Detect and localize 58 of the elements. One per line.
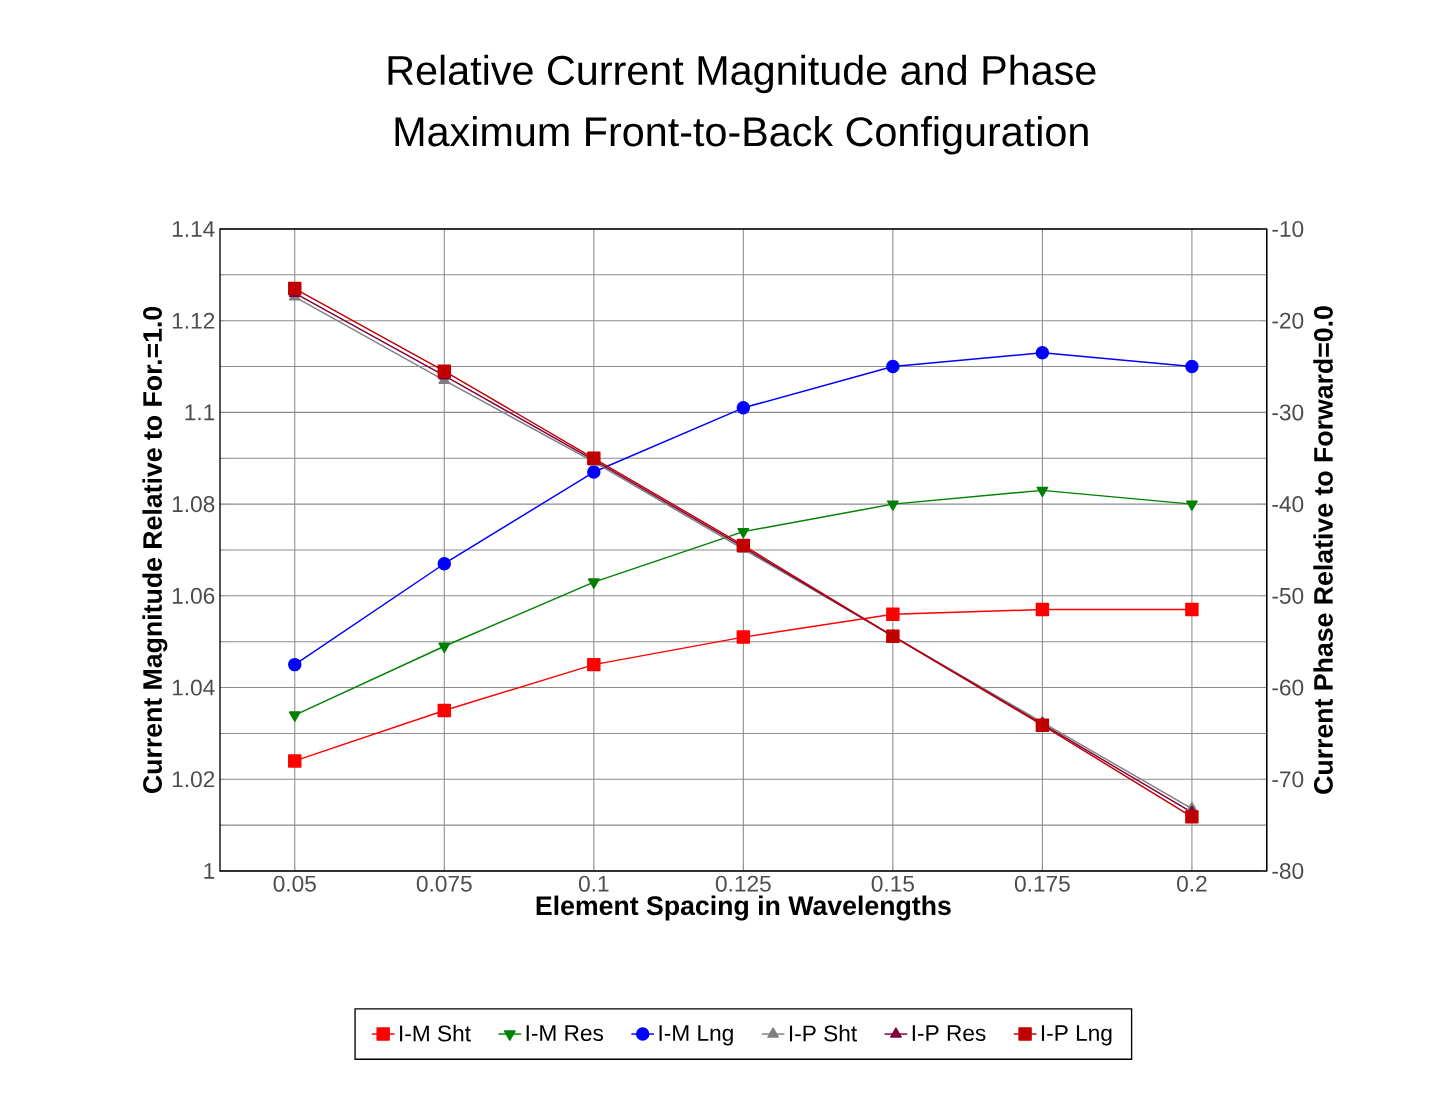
point bbox=[288, 657, 302, 672]
y2-axis-title: Current Phase Relative to Forward=0.0 bbox=[1313, 306, 1333, 794]
legend-label: I-M Lng bbox=[659, 1025, 733, 1046]
point bbox=[886, 607, 900, 621]
point bbox=[288, 281, 302, 296]
x-tick-label: 0.05 bbox=[273, 875, 316, 892]
point bbox=[1185, 500, 1198, 511]
point bbox=[736, 401, 751, 415]
point bbox=[1035, 346, 1050, 360]
y2-tick-label: -70 bbox=[1272, 771, 1304, 788]
y2-tick-label: -80 bbox=[1272, 862, 1304, 880]
point bbox=[1035, 718, 1050, 732]
point bbox=[587, 465, 601, 479]
point bbox=[736, 630, 751, 644]
y2-tick-label: -10 bbox=[1272, 220, 1304, 238]
point bbox=[288, 754, 302, 768]
legend-label: I-M Sht bbox=[400, 1024, 471, 1042]
x-tick-label: 0.15 bbox=[871, 875, 914, 892]
y-tick-label: 1.12 bbox=[172, 312, 215, 329]
x-tick-label: 0.2 bbox=[1177, 875, 1207, 892]
legend-label: I-P Lng bbox=[1041, 1025, 1112, 1046]
y-tick-label: 1.08 bbox=[172, 496, 215, 513]
point bbox=[1185, 359, 1199, 374]
y-tick-label: 1.06 bbox=[172, 587, 215, 604]
x-tick-label: 0.175 bbox=[1014, 875, 1070, 892]
point bbox=[737, 527, 750, 539]
legend-label: I-M Res bbox=[526, 1025, 604, 1042]
point bbox=[437, 364, 452, 378]
y-tick-label: 1.1 bbox=[185, 404, 215, 421]
y-tick-label: 1 bbox=[204, 863, 215, 879]
chart-title: Relative Current Magnitude and Phase Maximum Front-to-Back Configuration bbox=[388, 54, 1096, 155]
y-tick-label: 1.04 bbox=[172, 679, 215, 696]
point bbox=[1185, 602, 1199, 617]
x-axis-title: Element Spacing in Wavelengths bbox=[536, 895, 951, 921]
point bbox=[886, 500, 899, 511]
point bbox=[438, 642, 451, 654]
x-tick-label: 0.1 bbox=[578, 875, 609, 892]
point bbox=[437, 703, 452, 718]
y2-tick-label: -60 bbox=[1272, 679, 1304, 696]
point bbox=[288, 711, 301, 722]
point bbox=[587, 657, 601, 672]
y2-tick-label: -20 bbox=[1272, 312, 1304, 329]
point bbox=[1185, 810, 1199, 824]
y2-tick-label: -30 bbox=[1272, 404, 1304, 421]
x-tick-label: 0.075 bbox=[416, 875, 472, 892]
y2-tick-label: -40 bbox=[1272, 496, 1304, 513]
legend-label: I-P Res bbox=[912, 1025, 986, 1042]
point bbox=[587, 578, 600, 589]
point bbox=[437, 557, 452, 571]
point bbox=[1035, 602, 1050, 617]
y2-tick-label: -50 bbox=[1272, 587, 1304, 604]
point bbox=[1036, 486, 1049, 498]
y-tick-label: 1.02 bbox=[172, 771, 215, 788]
x-tick-label: 0.125 bbox=[715, 875, 771, 892]
point bbox=[886, 359, 900, 374]
y-axis-title: Current Magnitude Relative to For.=1.0 bbox=[142, 306, 168, 794]
legend-label: I-P Sht bbox=[789, 1024, 857, 1042]
y-tick-label: 1.14 bbox=[172, 221, 215, 237]
